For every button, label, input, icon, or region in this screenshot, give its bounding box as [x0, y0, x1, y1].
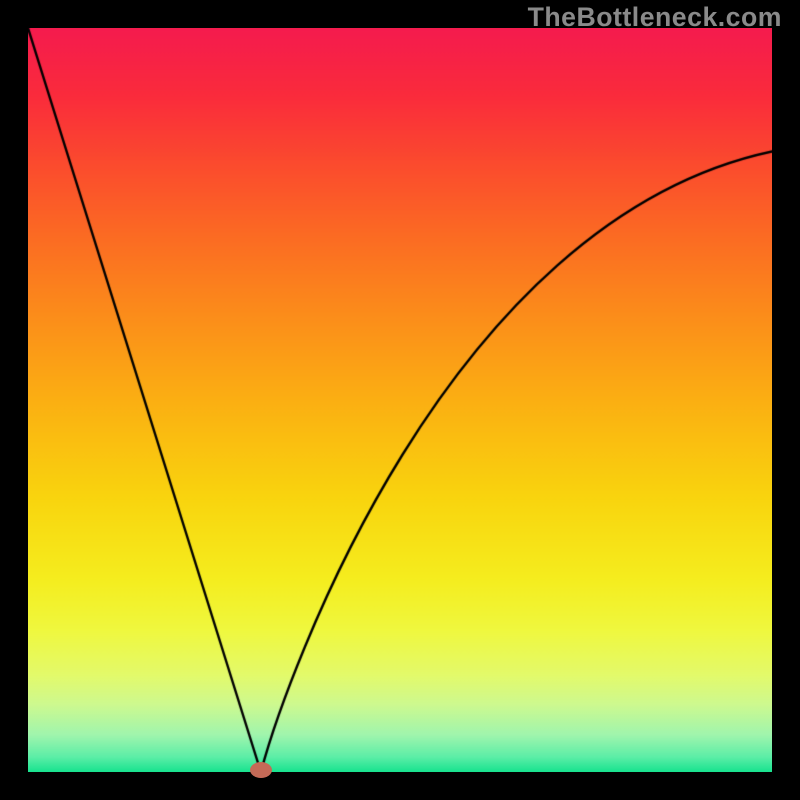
watermark-text: TheBottleneck.com [528, 2, 782, 33]
plot-area [28, 28, 772, 772]
bottleneck-curve-chart [28, 28, 772, 772]
minimum-marker [250, 762, 272, 778]
chart-stage: TheBottleneck.com [0, 0, 800, 800]
